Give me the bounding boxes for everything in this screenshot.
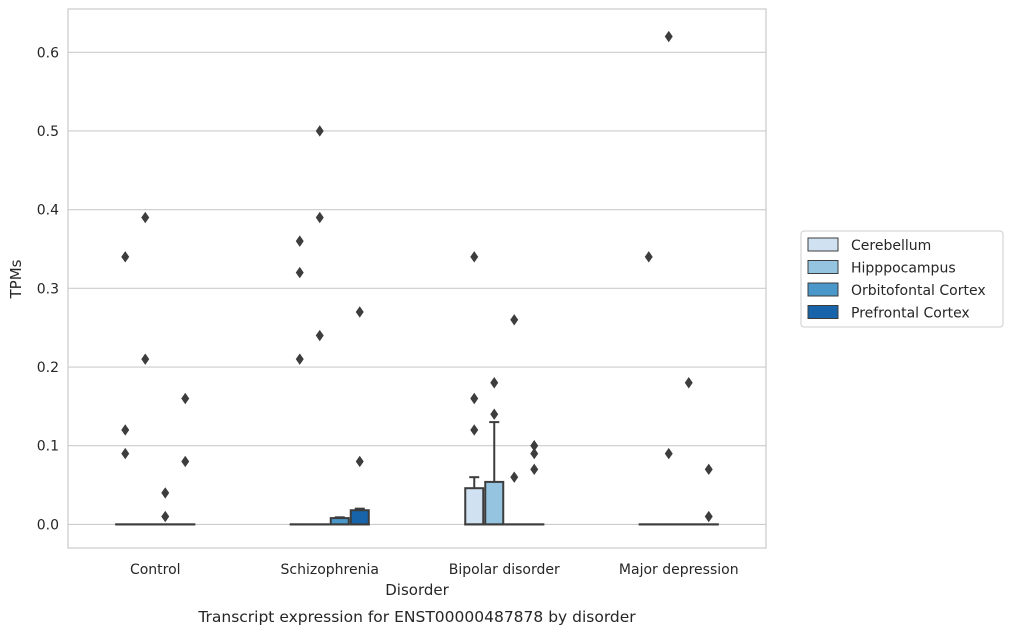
box-group [464,251,485,526]
legend-label: Cerebellum [851,238,931,254]
outlier-point [141,211,150,224]
outlier-point [315,329,324,342]
box-group [504,314,525,526]
box-group [698,463,719,526]
y-tick-label: 0.2 [37,360,59,376]
outlier-point [684,377,693,389]
outlier-point [510,314,519,326]
outlier-point [490,377,499,389]
y-tick-label: 0.3 [37,281,59,297]
outlier-point [295,266,304,279]
outlier-point [530,463,539,476]
gridlines [68,51,766,525]
outlier-point [181,392,190,405]
outlier-point [644,251,653,263]
outlier-point [141,353,150,365]
legend-swatch [807,260,839,274]
box-group [484,377,505,526]
y-tick-label: 0.6 [37,45,59,61]
box-group [135,211,156,526]
box-group [658,30,679,526]
x-axis-title: Disorder [385,581,449,599]
outlier-point [355,455,364,468]
box-group [638,251,659,526]
box-group [309,125,330,526]
chart-caption: Transcript expression for ENST0000048787… [197,608,636,626]
outlier-point [704,463,713,476]
legend-frame [800,230,1004,328]
outlier-point [315,125,324,137]
box-group [289,235,310,526]
outlier-point [470,251,479,263]
outlier-point [355,306,364,318]
box-group [678,377,699,526]
box-group [329,516,350,526]
y-axis-title: TPMs [7,259,25,299]
legend-label: Orbitofontal Cortex [851,283,986,299]
y-tick-label: 0.4 [37,203,59,219]
outlier-point [161,487,170,499]
plot-frame [67,8,767,549]
outlier-point [121,447,130,460]
x-tick-label: Schizophrenia [281,562,379,578]
legend: Cerebellum Hipppocampus Orbitofontal Corte… [800,230,1004,328]
outlier-point [704,510,713,523]
x-tick-labels: Control Schizophrenia Bipolar disorder Majo… [130,562,739,578]
outlier-point [664,30,673,43]
legend-swatch [807,237,839,252]
outlier-point [295,353,304,365]
box-group [115,251,136,526]
x-tick-label: Major depression [619,562,739,578]
y-tick-label: 0.0 [37,517,59,533]
y-tick-labels: 0.0 0.1 0.2 0.3 0.4 0.5 0.6 [37,45,59,533]
outlier-point [121,424,130,436]
x-tick-label: Control [130,562,181,578]
outlier-point [510,471,519,483]
outlier-point [470,424,479,436]
box [349,509,370,526]
plot-background [68,9,766,548]
legend-swatch [807,282,839,297]
box-group [524,440,545,526]
x-tick-label: Bipolar disorder [449,562,560,578]
legend-swatch [807,305,839,319]
outlier-point [121,251,130,263]
legend-label: Prefrontal Cortex [851,306,970,322]
outlier-point [181,455,190,468]
outlier-point [470,392,479,405]
outlier-point [315,211,324,224]
outlier-point [664,447,673,460]
box [484,480,505,526]
boxes [115,30,719,526]
box [464,487,485,526]
outlier-point [530,447,539,460]
y-tick-label: 0.5 [37,124,59,140]
box-group [349,306,370,526]
outlier-point [295,235,304,247]
legend-label: Hipppocampus [851,261,956,277]
outlier-point [490,408,499,420]
box-group [175,392,196,526]
outlier-point [161,510,170,523]
box-group [155,487,176,526]
y-tick-label: 0.1 [37,439,59,455]
